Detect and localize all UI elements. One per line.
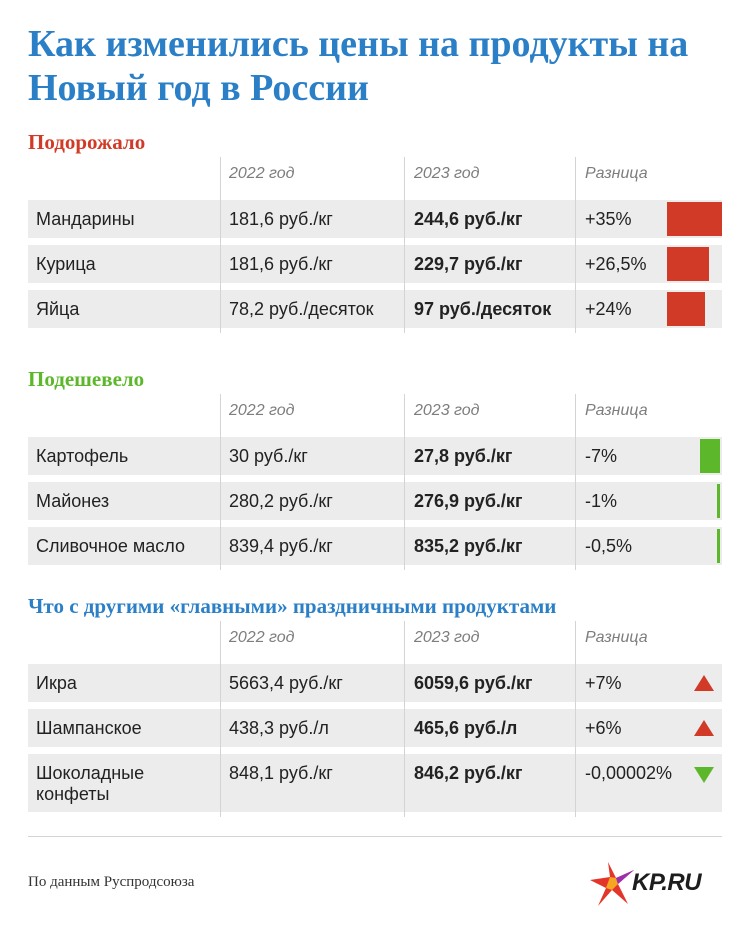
header-2023: 2023 год	[414, 629, 480, 646]
header-2022: 2022 год	[229, 629, 295, 646]
table-row: Курица 181,6 руб./кг 229,7 руб./кг +26,5…	[28, 245, 722, 283]
table-row: Яйца 78,2 руб./десяток 97 руб./десяток +…	[28, 290, 722, 328]
increase-bar	[667, 202, 722, 236]
header-2022: 2022 год	[229, 165, 295, 182]
price-2022: 181,6 руб./кг	[229, 254, 333, 274]
column-divider	[575, 394, 576, 570]
price-2022: 181,6 руб./кг	[229, 209, 333, 229]
price-diff: +26,5%	[585, 254, 647, 274]
table-row: Шоколадные конфеты 848,1 руб./кг 846,2 р…	[28, 754, 722, 812]
column-divider	[220, 157, 221, 333]
source-note: По данным Руспродсоюза	[28, 874, 195, 890]
column-divider	[220, 394, 221, 570]
table-header: 2022 год 2023 год Разница	[0, 623, 750, 651]
price-2022: 78,2 руб./десяток	[229, 299, 374, 319]
table-row: Майонез 280,2 руб./кг 276,9 руб./кг -1%	[28, 482, 722, 520]
column-divider	[404, 621, 405, 817]
table-row: Картофель 30 руб./кг 27,8 руб./кг -7%	[28, 437, 722, 475]
product-name: Икра	[36, 673, 77, 693]
table-row: Мандарины 181,6 руб./кг 244,6 руб./кг +3…	[28, 200, 722, 238]
table-row: Шампанское 438,3 руб./л 465,6 руб./л +6%	[28, 709, 722, 747]
table-header: 2022 год 2023 год Разница	[0, 396, 750, 424]
price-diff: +6%	[585, 718, 622, 738]
increase-bar	[667, 292, 705, 326]
arrow-up-icon	[694, 675, 714, 691]
column-divider	[404, 157, 405, 333]
decrease-bar	[717, 529, 720, 563]
price-2022: 5663,4 руб./кг	[229, 673, 343, 693]
price-2022: 839,4 руб./кг	[229, 536, 333, 556]
section-price-down: Подешевело 2022 год 2023 год Разница Кар…	[0, 366, 750, 576]
product-name: Майонез	[36, 491, 110, 511]
price-diff: -1%	[585, 491, 618, 511]
footer-divider	[28, 836, 722, 837]
section-other-products: Что с другими «главными» праздничными пр…	[0, 593, 750, 823]
column-divider	[404, 394, 405, 570]
price-diff: +24%	[585, 299, 632, 319]
price-2023: 229,7 руб./кг	[414, 254, 523, 274]
product-name: Яйца	[36, 299, 80, 319]
header-2023: 2023 год	[414, 165, 480, 182]
decrease-bar	[700, 439, 720, 473]
price-2023: 846,2 руб./кг	[414, 763, 523, 783]
price-2023: 27,8 руб./кг	[414, 446, 513, 466]
header-2022: 2022 год	[229, 402, 295, 419]
section-title-down: Подешевело	[28, 367, 145, 391]
column-divider	[220, 621, 221, 817]
price-diff: -0,5%	[585, 536, 633, 556]
price-2023: 276,9 руб./кг	[414, 491, 523, 511]
price-2023: 244,6 руб./кг	[414, 209, 523, 229]
product-name: Сливочное масло	[36, 536, 185, 556]
column-divider	[575, 621, 576, 817]
section-title-other: Что с другими «главными» праздничными пр…	[28, 594, 557, 618]
price-2023: 835,2 руб./кг	[414, 536, 523, 556]
price-2023: 465,6 руб./л	[414, 718, 518, 738]
section-title-up: Подорожало	[28, 130, 146, 154]
price-diff: -7%	[585, 446, 618, 466]
header-diff: Разница	[585, 402, 648, 419]
price-2022: 30 руб./кг	[229, 446, 308, 466]
arrow-down-icon	[694, 767, 714, 783]
logo-text: KP.RU	[632, 869, 702, 896]
kp-star-icon	[590, 862, 634, 906]
kp-logo[interactable]: KP.RU	[588, 860, 728, 908]
price-2023: 6059,6 руб./кг	[414, 673, 533, 693]
header-2023: 2023 год	[414, 402, 480, 419]
product-name: Картофель	[36, 446, 129, 466]
product-name: Курица	[36, 254, 96, 274]
product-name: Шоколадные конфеты	[36, 763, 145, 804]
price-diff: +35%	[585, 209, 632, 229]
header-diff: Разница	[585, 165, 648, 182]
column-divider	[575, 157, 576, 333]
product-name: Шампанское	[36, 718, 142, 738]
page-title: Как изменились цены на продукты на Новый…	[28, 23, 689, 109]
arrow-up-icon	[694, 720, 714, 736]
product-name: Мандарины	[36, 209, 135, 229]
price-2022: 280,2 руб./кг	[229, 491, 333, 511]
table-header: 2022 год 2023 год Разница	[0, 159, 750, 187]
price-diff: -0,00002%	[585, 763, 673, 783]
price-2023: 97 руб./десяток	[414, 299, 552, 319]
table-row: Икра 5663,4 руб./кг 6059,6 руб./кг +7%	[28, 664, 722, 702]
price-2022: 438,3 руб./л	[229, 718, 329, 738]
price-2022: 848,1 руб./кг	[229, 763, 333, 783]
decrease-bar	[717, 484, 720, 518]
increase-bar	[667, 247, 709, 281]
price-diff: +7%	[585, 673, 622, 693]
header-diff: Разница	[585, 629, 648, 646]
table-row: Сливочное масло 839,4 руб./кг 835,2 руб.…	[28, 527, 722, 565]
section-price-up: Подорожало 2022 год 2023 год Разница Ман…	[0, 129, 750, 339]
